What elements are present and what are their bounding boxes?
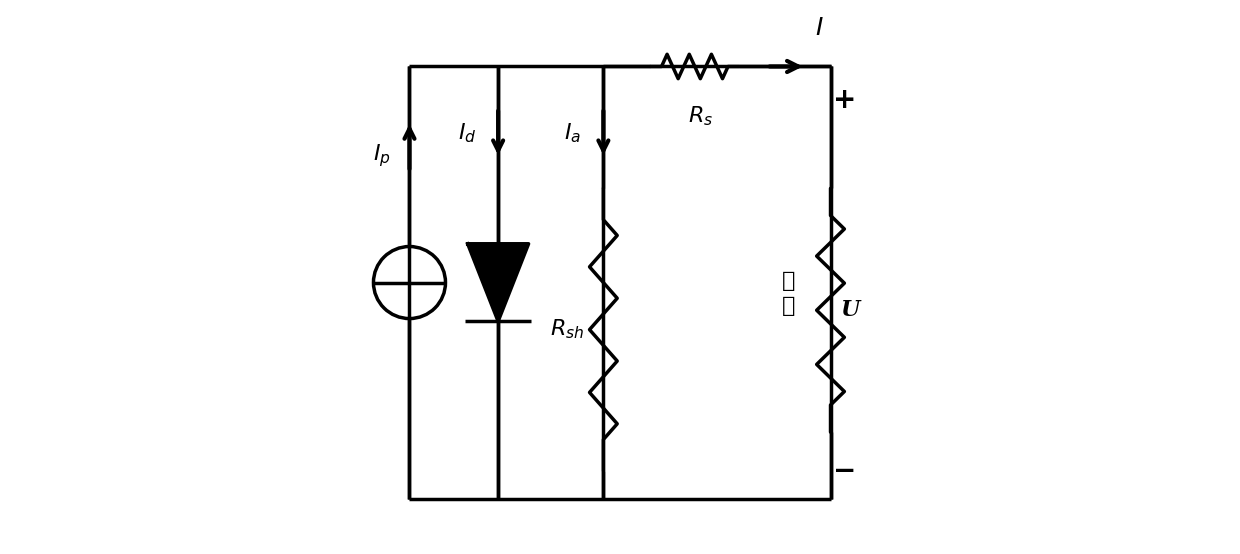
Text: 负
载: 负 载 bbox=[782, 270, 796, 317]
Text: $I$: $I$ bbox=[815, 16, 823, 40]
Text: $R_s$: $R_s$ bbox=[688, 105, 713, 128]
Text: $R_{sh}$: $R_{sh}$ bbox=[551, 318, 584, 341]
Text: $I_d$: $I_d$ bbox=[459, 121, 477, 145]
Text: $I_a$: $I_a$ bbox=[564, 121, 582, 145]
Text: +: + bbox=[833, 86, 856, 114]
Text: U: U bbox=[841, 299, 859, 321]
Polygon shape bbox=[467, 244, 528, 321]
Text: −: − bbox=[833, 457, 856, 485]
Text: $I_p$: $I_p$ bbox=[373, 142, 391, 168]
